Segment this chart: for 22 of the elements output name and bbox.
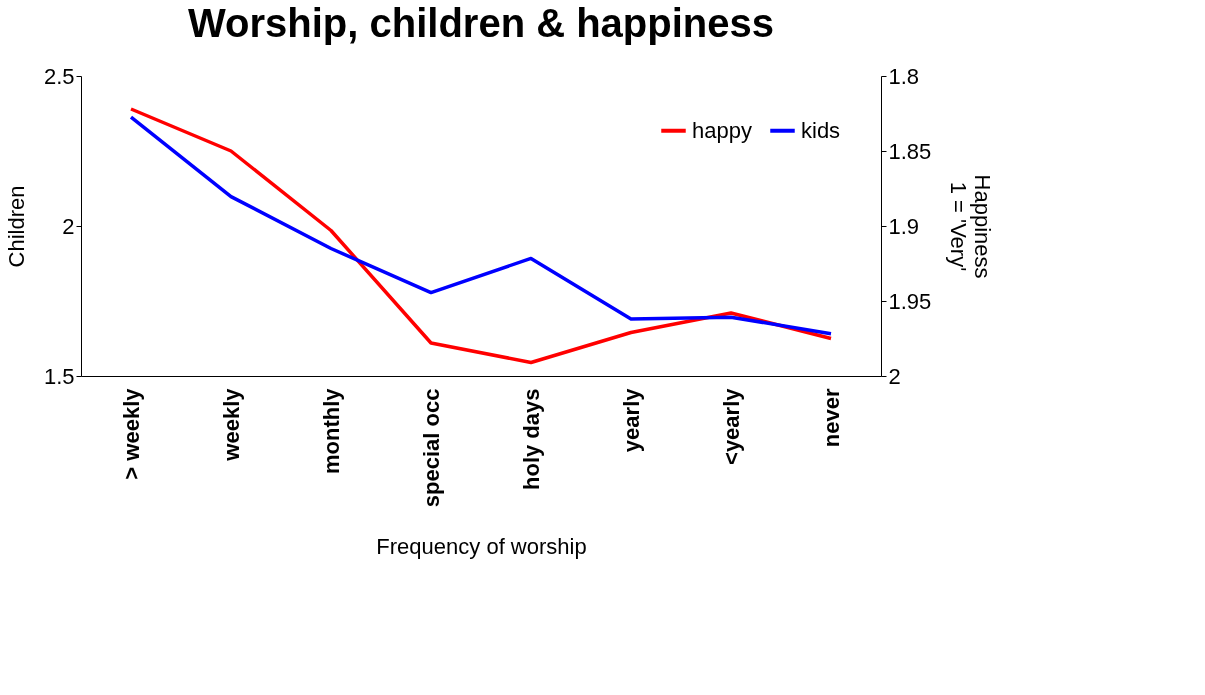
y2-tick-label: 1.85 bbox=[888, 138, 932, 164]
y2-tick-label: 1.8 bbox=[888, 63, 920, 89]
legend-label: happy bbox=[692, 117, 752, 143]
y-tick-label: 2.5 bbox=[43, 63, 75, 89]
y2-axis-title: Happiness 1 = 'Very' bbox=[946, 174, 996, 279]
y2-tick-label: 2 bbox=[888, 363, 901, 389]
chart-title: Worship, children & happiness bbox=[187, 1, 775, 45]
x-tick-label: > weekly bbox=[118, 387, 144, 480]
x-tick-label: monthly bbox=[318, 387, 344, 475]
x-tick-label: yearly bbox=[618, 387, 644, 453]
x-tick-label: <yearly bbox=[718, 387, 744, 465]
y-tick-label: 1.5 bbox=[43, 363, 75, 389]
y-axis-title: Children bbox=[3, 185, 29, 268]
x-tick-label: never bbox=[818, 388, 844, 448]
x-tick-label: weekly bbox=[218, 387, 244, 462]
x-axis-title: Frequency of worship bbox=[376, 534, 587, 560]
x-tick-label: special occ bbox=[418, 388, 444, 508]
y-tick-label: 2 bbox=[62, 213, 75, 239]
y2-tick-label: 1.9 bbox=[888, 213, 920, 239]
legend-label: kids bbox=[801, 117, 841, 143]
y2-tick-label: 1.95 bbox=[888, 288, 932, 314]
x-tick-label: holy days bbox=[518, 388, 544, 490]
